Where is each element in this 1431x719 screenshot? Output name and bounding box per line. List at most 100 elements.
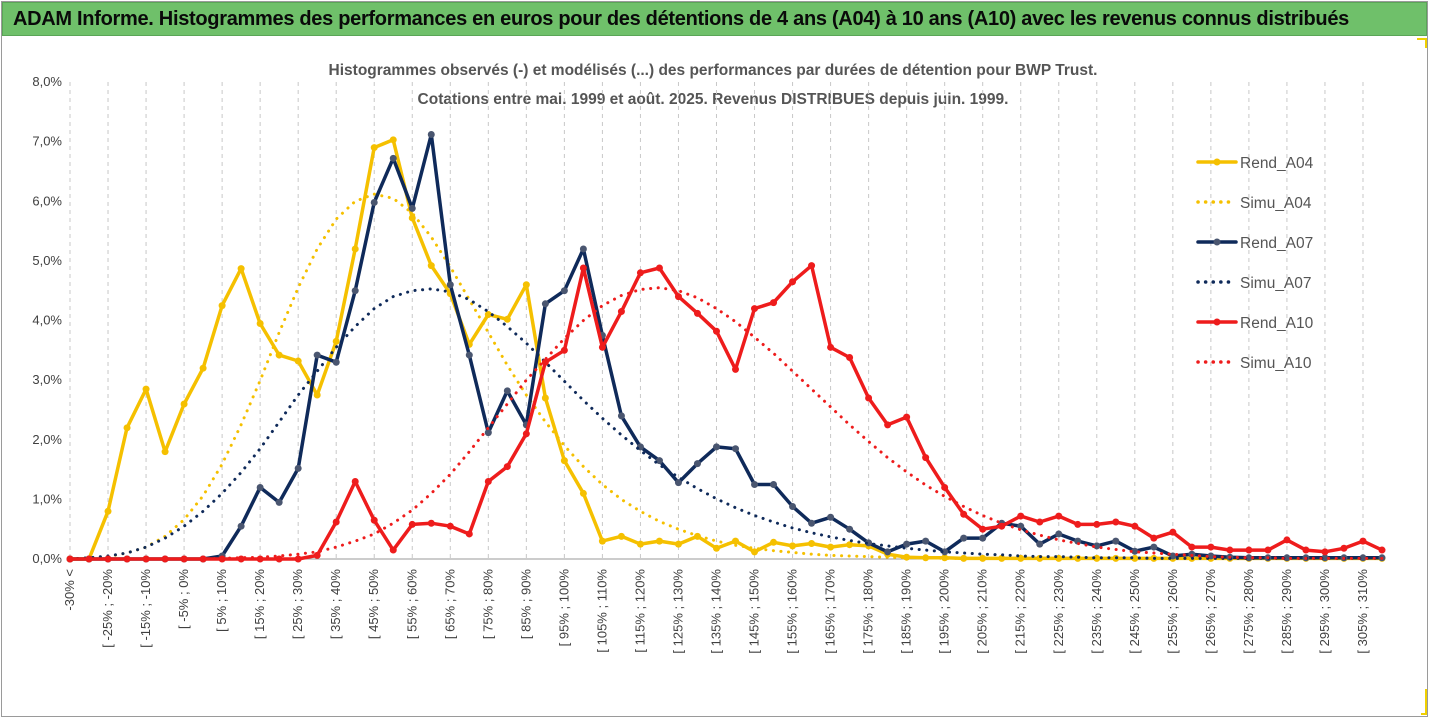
data-point-Rend_A10 bbox=[751, 305, 759, 313]
data-point-Rend_A04 bbox=[789, 542, 797, 550]
data-point-Rend_A10 bbox=[1093, 520, 1101, 528]
data-point-Rend_A10 bbox=[313, 551, 321, 559]
x-tick-label: [ 55% ; 60% bbox=[404, 569, 419, 640]
data-point-Rend_A10 bbox=[256, 555, 264, 563]
y-tick-label: 7,0% bbox=[32, 134, 62, 149]
data-point-Rend_A07 bbox=[313, 351, 321, 359]
x-tick-label: [ 45% ; 50% bbox=[366, 569, 381, 640]
data-point-Rend_A04 bbox=[827, 543, 835, 551]
y-tick-label: 3,0% bbox=[32, 372, 62, 387]
data-point-Rend_A07 bbox=[789, 503, 797, 511]
data-point-Rend_A10 bbox=[1150, 534, 1158, 542]
x-tick-label: [ 155% ; 160% bbox=[785, 569, 800, 654]
data-point-Rend_A10 bbox=[332, 518, 340, 526]
data-point-Rend_A07 bbox=[1283, 554, 1291, 562]
legend-label-Rend_A10: Rend_A10 bbox=[1240, 315, 1314, 332]
y-tick-label: 5,0% bbox=[32, 253, 62, 268]
data-point-Rend_A07 bbox=[389, 154, 397, 162]
data-point-Rend_A07 bbox=[941, 548, 949, 556]
data-point-Rend_A10 bbox=[294, 555, 302, 563]
data-point-Rend_A10 bbox=[598, 343, 606, 351]
x-tick-label: [ -25% ; -20% bbox=[100, 569, 115, 648]
data-point-Rend_A10 bbox=[1055, 512, 1063, 520]
x-tick-label: [ 105% ; 110% bbox=[594, 569, 609, 653]
data-point-Rend_A04 bbox=[579, 489, 587, 497]
data-point-Rend_A10 bbox=[560, 346, 568, 354]
data-point-Rend_A10 bbox=[85, 555, 93, 563]
data-point-Rend_A04 bbox=[256, 319, 264, 327]
data-point-Rend_A07 bbox=[922, 537, 930, 545]
series-lines bbox=[66, 130, 1386, 563]
data-point-Rend_A04 bbox=[541, 394, 549, 402]
data-point-Rend_A07 bbox=[903, 540, 911, 548]
legend-label-Rend_A07: Rend_A07 bbox=[1240, 235, 1313, 252]
y-tick-label: 4,0% bbox=[32, 313, 62, 328]
x-axis: -30% < [ -25% ; -20% [ -15% ; -10% [ -5% ; … bbox=[62, 569, 1370, 654]
data-point-Rend_A10 bbox=[922, 454, 930, 462]
data-point-Rend_A10 bbox=[1302, 546, 1310, 554]
data-point-Rend_A10 bbox=[712, 327, 720, 335]
legend-marker-Rend_A04 bbox=[1213, 158, 1221, 166]
data-point-Rend_A07 bbox=[484, 429, 492, 437]
data-point-Rend_A10 bbox=[237, 555, 245, 563]
x-tick-label: [ 95% ; 100% bbox=[556, 569, 571, 647]
data-point-Rend_A04 bbox=[846, 541, 854, 549]
x-tick-label: [ -5% ; 0% bbox=[176, 569, 191, 629]
chart-title: Histogrammes observés (-) et modélisés (… bbox=[329, 62, 1098, 79]
data-point-Rend_A04 bbox=[617, 532, 625, 540]
legend-marker-Rend_A07 bbox=[1213, 238, 1221, 246]
x-tick-label: [ 245% ; 250% bbox=[1127, 569, 1142, 654]
data-point-Rend_A10 bbox=[846, 353, 854, 361]
data-point-Rend_A07 bbox=[979, 534, 987, 542]
data-point-Rend_A10 bbox=[275, 555, 283, 563]
data-point-Rend_A10 bbox=[522, 430, 530, 438]
x-tick-label: [ 205% ; 210% bbox=[975, 569, 990, 654]
data-point-Rend_A10 bbox=[199, 555, 207, 563]
data-point-Rend_A10 bbox=[123, 555, 131, 563]
data-point-Rend_A10 bbox=[351, 477, 359, 485]
data-point-Rend_A07 bbox=[827, 513, 835, 521]
grid-lines bbox=[69, 82, 1382, 560]
data-point-Rend_A04 bbox=[808, 539, 816, 547]
data-point-Rend_A07 bbox=[751, 480, 759, 488]
report-title: ADAM Informe. Histogrammes des performan… bbox=[13, 8, 1349, 30]
x-tick-label: [ 185% ; 190% bbox=[899, 569, 914, 654]
x-tick-label: [ 165% ; 170% bbox=[823, 569, 838, 654]
data-point-Rend_A04 bbox=[275, 351, 283, 359]
y-tick-label: 2,0% bbox=[32, 432, 62, 447]
data-point-Rend_A07 bbox=[294, 464, 302, 472]
data-point-Rend_A04 bbox=[237, 265, 245, 273]
data-point-Rend_A04 bbox=[351, 245, 359, 253]
data-point-Rend_A07 bbox=[674, 479, 682, 487]
data-point-Rend_A04 bbox=[503, 315, 511, 323]
data-point-Rend_A07 bbox=[960, 534, 968, 542]
series-line-Rend_A10 bbox=[68, 263, 1384, 561]
data-point-Rend_A04 bbox=[1131, 554, 1139, 562]
data-point-Rend_A07 bbox=[712, 443, 720, 451]
legend-label-Simu_A10: Simu_A10 bbox=[1240, 355, 1312, 372]
data-point-Rend_A04 bbox=[199, 364, 207, 372]
data-point-Rend_A10 bbox=[960, 510, 968, 518]
x-tick-label: [ 215% ; 220% bbox=[1013, 569, 1028, 654]
x-tick-label: [ 255% ; 260% bbox=[1165, 569, 1180, 654]
data-point-Rend_A07 bbox=[808, 519, 816, 527]
data-point-Rend_A07 bbox=[1150, 543, 1158, 551]
data-point-Rend_A10 bbox=[617, 308, 625, 316]
data-point-Rend_A04 bbox=[294, 357, 302, 365]
x-tick-label: [ 25% ; 30% bbox=[290, 569, 305, 640]
data-point-Rend_A07 bbox=[732, 445, 740, 453]
data-point-Rend_A04 bbox=[655, 537, 663, 545]
x-tick-label: [ 115% ; 120% bbox=[632, 569, 647, 653]
data-point-Rend_A04 bbox=[636, 540, 644, 548]
y-tick-label: 0,0% bbox=[32, 551, 62, 566]
data-point-Rend_A10 bbox=[1017, 512, 1025, 520]
x-tick-label: -30% < bbox=[62, 569, 77, 611]
data-point-Rend_A07 bbox=[846, 525, 854, 533]
data-point-Rend_A10 bbox=[655, 264, 663, 272]
data-point-Rend_A10 bbox=[465, 530, 473, 538]
data-point-Rend_A10 bbox=[1226, 546, 1234, 554]
x-tick-label: [ 15% ; 20% bbox=[252, 569, 267, 640]
data-point-Rend_A10 bbox=[1188, 543, 1196, 551]
data-point-Rend_A07 bbox=[865, 539, 873, 547]
data-point-Rend_A04 bbox=[161, 448, 169, 456]
